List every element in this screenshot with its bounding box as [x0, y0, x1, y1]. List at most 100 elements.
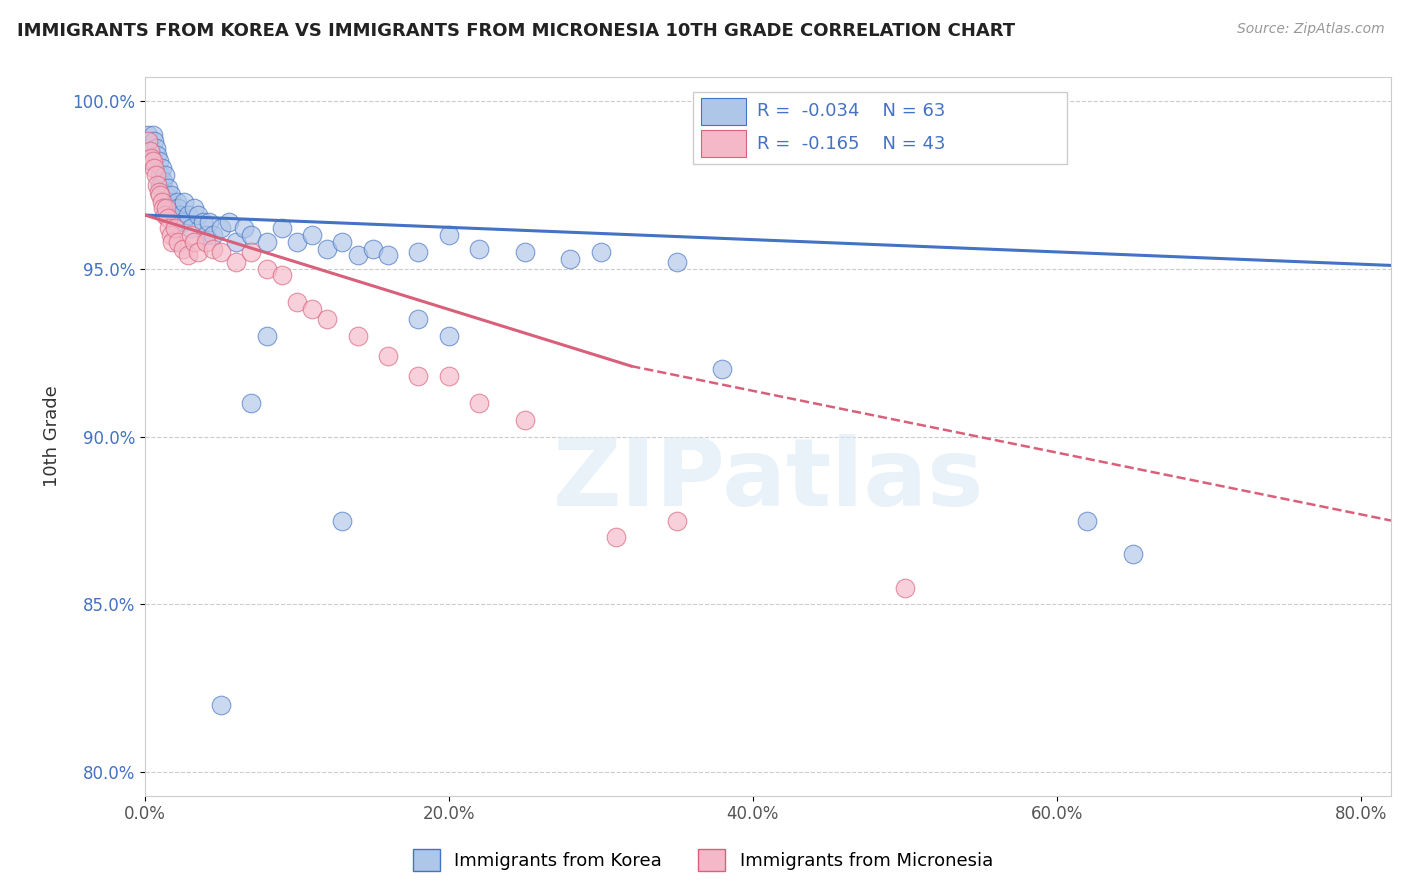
Point [167, 235, 190, 249]
Point [146, 178, 169, 192]
Point [893, 581, 915, 595]
Point [149, 178, 172, 192]
Point [408, 312, 430, 326]
Point [165, 221, 187, 235]
Point [240, 396, 263, 410]
Point [437, 228, 460, 243]
Point [513, 413, 536, 427]
Point [332, 235, 354, 249]
Point [155, 188, 177, 202]
Point [156, 181, 179, 195]
Point [143, 134, 166, 148]
Point [468, 396, 491, 410]
Point [665, 255, 688, 269]
Point [150, 194, 173, 209]
Point [589, 244, 612, 259]
Point [332, 514, 354, 528]
Point [165, 215, 187, 229]
Point [145, 168, 167, 182]
Point [143, 161, 166, 175]
Point [162, 235, 184, 249]
Point [316, 312, 339, 326]
Point [146, 147, 169, 161]
Point [1076, 514, 1098, 528]
Point [157, 194, 180, 209]
Point [187, 244, 209, 259]
Point [346, 329, 368, 343]
Point [202, 228, 225, 243]
Point [172, 242, 194, 256]
Point [176, 248, 198, 262]
Point [183, 202, 205, 216]
Point [191, 215, 214, 229]
Point [172, 215, 194, 229]
Point [183, 235, 205, 249]
Point [232, 221, 254, 235]
Point [256, 329, 278, 343]
Point [194, 235, 217, 249]
Point [194, 228, 217, 243]
Point [560, 252, 582, 266]
Point [270, 268, 292, 283]
Point [148, 185, 170, 199]
Point [149, 168, 172, 182]
Point [361, 242, 384, 256]
Point [180, 221, 202, 235]
Point [225, 235, 247, 249]
Point [142, 154, 165, 169]
Point [159, 188, 181, 202]
Point [408, 244, 430, 259]
Point [187, 208, 209, 222]
Point [169, 208, 191, 222]
Point [163, 208, 186, 222]
Point [605, 530, 627, 544]
Point [136, 134, 159, 148]
Point [180, 228, 202, 243]
Point [202, 242, 225, 256]
Point [152, 174, 174, 188]
Point [711, 362, 734, 376]
Point [437, 329, 460, 343]
Point [136, 128, 159, 142]
Point [513, 244, 536, 259]
Point [218, 215, 240, 229]
Point [285, 295, 308, 310]
Point [149, 188, 172, 202]
Point [209, 221, 232, 235]
Point [153, 208, 176, 222]
Point [148, 154, 170, 169]
Point [209, 698, 232, 713]
Point [167, 202, 190, 216]
Point [240, 244, 263, 259]
Point [301, 301, 323, 316]
Text: Source: ZipAtlas.com: Source: ZipAtlas.com [1237, 22, 1385, 37]
Point [1122, 547, 1144, 561]
Point [157, 221, 180, 235]
Point [138, 145, 160, 159]
Text: IMMIGRANTS FROM KOREA VS IMMIGRANTS FROM MICRONESIA 10TH GRADE CORRELATION CHART: IMMIGRANTS FROM KOREA VS IMMIGRANTS FROM… [17, 22, 1015, 40]
Point [162, 202, 184, 216]
Point [270, 221, 292, 235]
Point [152, 202, 174, 216]
Point [139, 151, 162, 165]
Point [256, 235, 278, 249]
Point [155, 202, 177, 216]
Point [138, 145, 160, 159]
Text: ZIPatlas: ZIPatlas [553, 434, 984, 525]
Point [173, 194, 195, 209]
Point [468, 242, 491, 256]
Point [285, 235, 308, 249]
Point [316, 242, 339, 256]
Point [197, 215, 219, 229]
Point [240, 228, 263, 243]
Point [209, 244, 232, 259]
Point [301, 228, 323, 243]
Point [139, 154, 162, 169]
Point [166, 194, 188, 209]
Point [437, 369, 460, 384]
Point [408, 369, 430, 384]
Y-axis label: 10th Grade: 10th Grade [44, 385, 60, 487]
Point [150, 161, 173, 175]
Legend: Immigrants from Korea, Immigrants from Micronesia: Immigrants from Korea, Immigrants from M… [406, 842, 1000, 879]
Point [377, 248, 399, 262]
